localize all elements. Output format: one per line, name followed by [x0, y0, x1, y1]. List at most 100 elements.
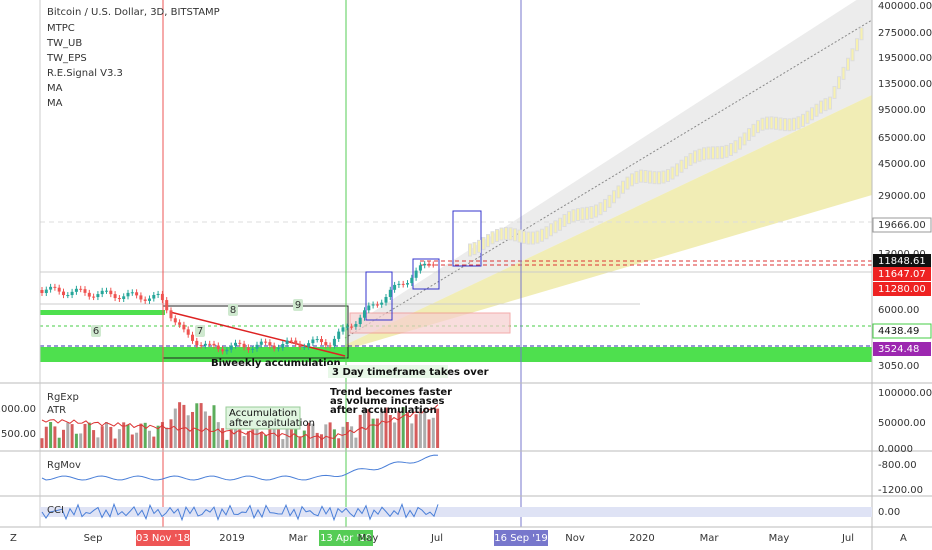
candle	[418, 265, 422, 271]
time-badge	[494, 530, 548, 546]
volume-bar	[225, 439, 229, 448]
candle	[117, 298, 121, 300]
candle	[255, 344, 259, 349]
volume-bar	[160, 422, 164, 448]
volume-bar	[221, 428, 225, 448]
candle	[143, 299, 147, 301]
volume-bar	[165, 427, 169, 448]
volume-bar	[380, 408, 384, 448]
projection-candle	[796, 116, 801, 130]
candle	[165, 300, 169, 311]
candle	[324, 342, 328, 346]
projection-candle	[733, 140, 738, 154]
projection-candle	[603, 198, 607, 212]
candle	[96, 294, 100, 298]
candle	[350, 326, 354, 328]
candle	[160, 293, 164, 301]
annotation: Accumulation	[229, 408, 297, 419]
price-badge	[873, 267, 931, 281]
volume-bar	[74, 433, 78, 448]
price-label: 29000.00	[878, 191, 926, 202]
candle	[109, 290, 113, 295]
time-label: Jul	[841, 533, 854, 544]
volume-bar	[384, 407, 388, 448]
candle	[57, 287, 61, 292]
volume-bar	[152, 436, 156, 448]
indicator-name: R.E.Signal V3.3	[47, 68, 123, 79]
candle	[388, 289, 392, 297]
candle	[393, 284, 397, 290]
volume-bar	[234, 422, 237, 448]
volume-bar	[363, 407, 366, 448]
projection-candle	[859, 27, 864, 41]
candle	[268, 342, 272, 346]
volume-bar	[186, 415, 190, 448]
candle	[272, 345, 276, 349]
price-label: 195000.00	[878, 53, 932, 64]
projection-candle	[508, 227, 513, 241]
volume-bar	[289, 422, 293, 448]
price-label: 3050.00	[878, 361, 919, 372]
candle	[130, 292, 134, 294]
volume-bar	[418, 407, 422, 448]
projection-candle	[544, 226, 549, 240]
candle	[311, 339, 315, 344]
projection-candle	[648, 170, 652, 184]
volume-bar	[264, 435, 268, 448]
projection-candle	[693, 150, 697, 164]
volume-bar	[337, 438, 341, 448]
corner-label: Z	[10, 533, 17, 544]
projection-candle	[760, 117, 765, 131]
candle	[380, 302, 384, 305]
volume-bar	[410, 423, 414, 448]
candle	[122, 296, 126, 300]
indicator-name: MA	[47, 83, 63, 94]
projection-candle	[670, 166, 675, 180]
wave-label: 7	[197, 326, 203, 337]
candle	[83, 289, 87, 293]
candle	[397, 283, 401, 285]
candle	[354, 324, 358, 327]
volume-bar	[298, 436, 302, 448]
projection-candle	[580, 207, 585, 221]
volume-bar	[427, 419, 431, 448]
projection-candle	[855, 38, 859, 52]
volume-bar	[195, 403, 199, 448]
volume-bar	[307, 422, 311, 448]
candle	[173, 318, 177, 323]
panel-right-label: 0.00	[878, 507, 900, 518]
volume-bar	[44, 426, 48, 448]
price-label: 400000.00	[878, 1, 932, 12]
volume-bar	[182, 404, 186, 448]
projection-candle	[823, 98, 828, 112]
projection-candle	[706, 146, 711, 160]
projection-candle	[661, 170, 666, 184]
candle	[375, 304, 379, 306]
projection-candle	[742, 132, 747, 146]
panel-left-label: 500.00	[1, 429, 36, 440]
candle	[294, 340, 298, 344]
wave-badge	[91, 325, 101, 337]
volume-bar	[277, 428, 280, 448]
projection-candle	[697, 148, 702, 162]
volume-bar	[272, 422, 276, 448]
wave-badge	[228, 304, 238, 316]
candle	[384, 296, 388, 303]
candle	[126, 292, 130, 297]
annotation: after accumulation	[330, 405, 437, 416]
volume-bar	[315, 432, 319, 448]
projection-candle	[702, 147, 706, 161]
panel-name: ATR	[47, 405, 66, 416]
box	[452, 210, 482, 267]
projection-candle	[850, 48, 855, 62]
volume-bar	[285, 427, 289, 448]
candle	[345, 326, 349, 328]
panel-name: RgMov	[47, 460, 81, 471]
candle	[221, 349, 225, 352]
projection-candle	[666, 169, 670, 183]
volume-bar	[122, 422, 126, 448]
candle	[234, 342, 237, 346]
projection-candle	[616, 185, 621, 199]
volume-bar	[345, 422, 349, 448]
volume-bar	[328, 422, 332, 448]
